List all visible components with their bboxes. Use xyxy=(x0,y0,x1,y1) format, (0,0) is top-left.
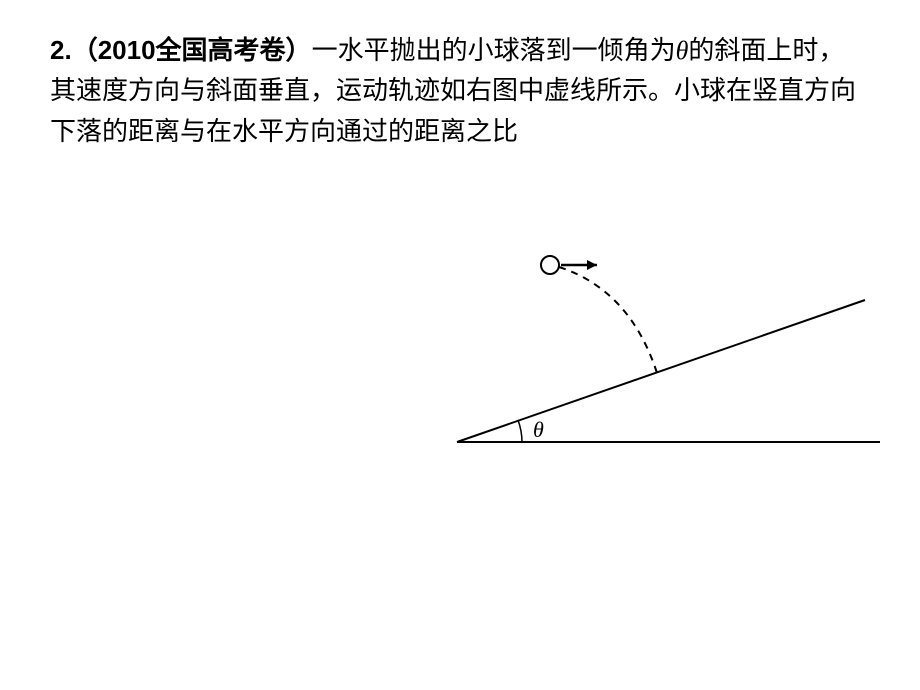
velocity-arrow-head xyxy=(587,260,597,270)
source-open: （ xyxy=(72,35,98,65)
source-close: ） xyxy=(286,35,312,65)
trajectory-path xyxy=(559,267,657,373)
question-source: 2010全国高考卷 xyxy=(98,35,286,65)
theta-label: θ xyxy=(533,417,544,442)
diagram-svg: θ xyxy=(425,245,885,465)
question-text: 2.（2010全国高考卷）一水平抛出的小球落到一倾角为θ的斜面上时，其速度方向与… xyxy=(50,30,860,152)
question-number: 2. xyxy=(50,35,72,65)
theta-symbol: θ xyxy=(676,36,689,65)
question-body-1: 一水平抛出的小球落到一倾角为 xyxy=(312,36,676,65)
physics-diagram: θ xyxy=(425,245,885,465)
ball-icon xyxy=(541,256,559,274)
angle-arc xyxy=(518,420,522,442)
